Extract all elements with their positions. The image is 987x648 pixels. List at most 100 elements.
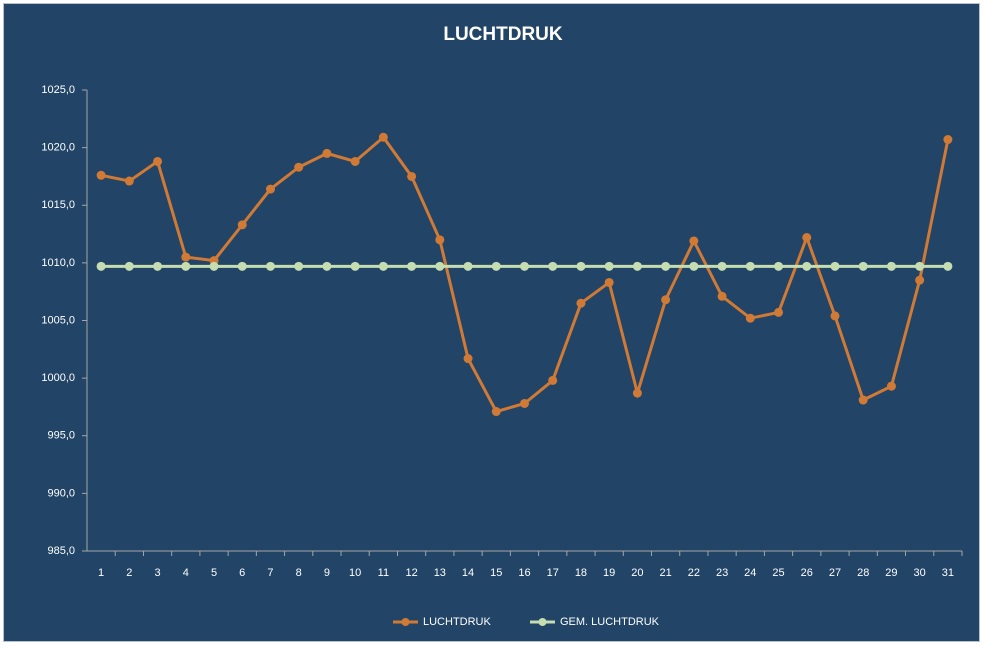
x-tick-label: 20 [631,567,643,579]
data-point [830,311,840,321]
x-tick-label: 19 [603,567,615,579]
x-tick-label: 2 [126,567,132,579]
data-point [576,298,586,308]
data-point [463,354,473,364]
data-point [661,295,671,305]
data-point [96,170,106,180]
data-point [689,236,699,246]
x-tick-label: 22 [688,567,700,579]
x-tick-label: 13 [434,567,446,579]
data-point [632,388,642,398]
data-point [294,261,304,271]
chart-background [3,3,980,642]
data-point [689,261,699,271]
x-tick-label: 24 [744,567,756,579]
legend-label: GEM. LUCHTDRUK [560,616,660,628]
x-tick-label: 30 [914,567,926,579]
data-point [294,162,304,172]
y-tick-label: 995,0 [47,430,75,442]
x-tick-label: 4 [183,567,189,579]
x-tick-label: 23 [716,567,728,579]
data-point [265,184,275,194]
data-point [604,261,614,271]
y-tick-label: 1025,0 [41,84,75,96]
y-tick-label: 1000,0 [41,372,75,384]
data-point [153,156,163,166]
data-point [661,261,671,271]
data-point [548,375,558,385]
x-tick-label: 5 [211,567,217,579]
data-point [491,261,501,271]
data-point [407,261,417,271]
data-point [886,261,896,271]
data-point [943,135,953,145]
legend-marker [401,618,410,626]
data-point [520,398,529,408]
x-tick-label: 17 [547,567,559,579]
data-point [153,261,163,271]
x-tick-label: 8 [296,567,302,579]
x-tick-label: 31 [942,567,954,579]
y-tick-label: 985,0 [47,545,75,557]
data-point [350,261,360,271]
x-tick-label: 15 [490,567,502,579]
x-tick-label: 10 [349,567,361,579]
data-point [802,233,812,243]
x-tick-label: 11 [378,567,389,579]
data-point [886,381,896,391]
y-tick-label: 1020,0 [41,142,75,154]
data-point [96,261,106,271]
data-point [237,220,247,230]
data-point [322,148,332,158]
x-tick-label: 28 [857,567,869,579]
data-point [548,261,558,271]
data-point [124,176,134,186]
data-point [237,261,247,271]
data-point [717,261,727,271]
x-tick-label: 25 [772,567,784,579]
data-point [350,156,360,166]
legend-marker [538,618,547,626]
data-point [858,395,868,405]
data-point [322,261,332,271]
x-tick-label: 3 [155,567,161,579]
data-point [915,261,925,271]
data-point [463,261,473,271]
data-point [378,261,388,271]
x-tick-label: 18 [575,567,587,579]
data-point [745,313,755,323]
x-tick-label: 6 [239,567,245,579]
x-tick-label: 16 [518,567,530,579]
y-tick-label: 1015,0 [41,199,75,211]
data-point [830,261,840,271]
data-point [209,261,219,271]
data-point [774,307,784,317]
data-point [915,275,925,285]
data-point [378,132,388,142]
x-tick-label: 7 [267,567,273,579]
x-tick-label: 12 [405,567,417,579]
y-tick-label: 1005,0 [41,314,75,326]
x-tick-label: 27 [829,567,841,579]
data-point [520,261,529,271]
legend-label: LUCHTDRUK [423,616,492,628]
data-point [604,277,614,287]
data-point [407,171,417,181]
data-point [717,291,727,301]
data-point [632,261,642,271]
data-point [124,261,134,271]
chart-title: LUCHTDRUK [443,24,563,45]
y-tick-label: 990,0 [47,487,75,499]
data-point [858,261,868,271]
x-tick-label: 26 [801,567,813,579]
data-point [181,261,191,271]
data-point [802,261,812,271]
data-point [491,407,501,417]
x-tick-label: 1 [98,567,104,579]
data-point [774,261,784,271]
data-point [265,261,275,271]
data-point [576,261,586,271]
x-tick-label: 21 [660,567,672,579]
x-tick-label: 29 [885,567,897,579]
